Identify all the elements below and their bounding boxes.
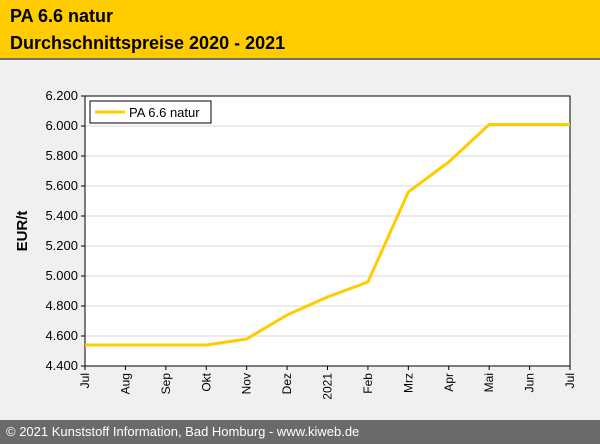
x-tick-label-11: Jun	[523, 373, 537, 392]
series-line-0	[85, 123, 570, 347]
y-tick-label-7: 5.800	[45, 148, 78, 163]
y-axis-label: EUR/t	[14, 211, 31, 252]
x-tick-label-8: Mrz	[401, 373, 415, 393]
y-tick-label-4: 5.200	[45, 238, 78, 253]
x-tick-label-9: Apr	[442, 373, 456, 392]
x-tick-label-4: Nov	[240, 373, 254, 394]
y-tick-label-2: 4.800	[45, 298, 78, 313]
y-tick-label-1: 4.600	[45, 328, 78, 343]
price-line-chart: 4.400 4.600 4.800 5.000 5.200 5.400 5.600 5.800…	[14, 88, 577, 400]
y-tick-label-0: 4.400	[45, 358, 78, 373]
chart-title: PA 6.6 natur	[10, 6, 114, 26]
plot-background	[85, 96, 570, 366]
legend-box	[89, 100, 212, 124]
x-tick-label-7: Feb	[361, 373, 375, 394]
y-tick-label-9: 6.200	[45, 88, 78, 103]
x-tick-label-3: Okt	[199, 372, 213, 391]
chart-header: PA 6.6 natur Durchschnittspreise 2020 - …	[0, 0, 600, 60]
x-tick-label-6: 2021	[321, 373, 335, 400]
x-tick-label-2: Sep	[159, 373, 173, 395]
y-tick-label-8: 6.000	[45, 118, 78, 133]
y-tick-label-6: 5.600	[45, 178, 78, 193]
x-tick-label-1: Aug	[118, 373, 132, 394]
chart-subtitle: Durchschnittspreise 2020 - 2021	[10, 33, 286, 53]
legend-label: PA 6.6 natur	[129, 105, 200, 120]
x-tick-label-10: Mai	[482, 373, 496, 392]
x-tick-label-12: Jul	[563, 373, 577, 388]
chart-area: 4.400 4.600 4.800 5.000 5.200 5.400 5.600 5.800…	[0, 60, 600, 420]
copyright-footer: © 2021 Kunststoff Information, Bad Hombu…	[0, 420, 600, 444]
y-tick-label-3: 5.000	[45, 268, 78, 283]
x-tick-label-0: Jul	[78, 373, 92, 388]
x-tick-label-5: Dez	[280, 373, 294, 394]
y-tick-label-5: 5.400	[45, 208, 78, 223]
